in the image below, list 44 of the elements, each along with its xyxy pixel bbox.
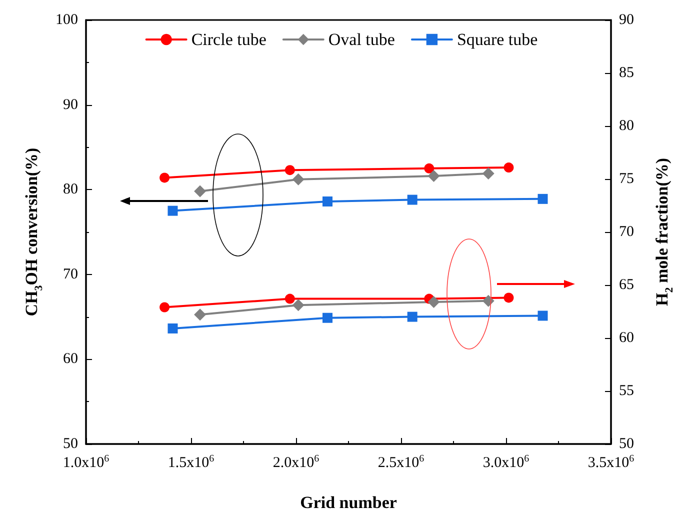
y-tick-label: 70 [63, 266, 78, 282]
point [194, 185, 206, 198]
y-tick-label: 80 [63, 182, 78, 198]
y-tick-label: 90 [63, 96, 78, 113]
y-tick-label: 100 [56, 12, 78, 28]
legend-label: Circle tube [191, 30, 266, 49]
y2-tick-label: 60 [619, 330, 634, 346]
point [194, 308, 206, 321]
point [160, 302, 170, 312]
legend-label: Oval tube [328, 30, 395, 49]
point [168, 206, 178, 216]
y2-axis-title: H2 mole fraction(%) [652, 158, 676, 306]
point [292, 173, 304, 186]
point [428, 296, 440, 308]
y-tick-label: 50 [63, 436, 78, 452]
point [504, 162, 514, 173]
point [424, 163, 434, 174]
point [504, 292, 514, 303]
y2-tick-label: 80 [619, 118, 634, 134]
y2-tick-label: 85 [619, 65, 634, 81]
y2-tick-label: 90 [619, 12, 634, 28]
y2-tick-label: 55 [619, 383, 634, 399]
point [284, 165, 295, 176]
point [538, 310, 548, 321]
point [407, 194, 418, 205]
point [407, 312, 418, 322]
point [292, 299, 304, 312]
point [160, 172, 170, 183]
point [284, 294, 295, 304]
x-axis-title: Grid number [300, 493, 398, 512]
y2-tick-label: 65 [619, 277, 634, 293]
point [482, 294, 494, 307]
y-axis-title: CH3OH conversion(%) [22, 148, 46, 316]
point [482, 167, 494, 180]
legend-label: Square tube [456, 30, 538, 49]
y2-tick-label: 75 [619, 171, 634, 187]
y2-tick-label: 70 [619, 224, 634, 240]
point [168, 323, 178, 334]
point [538, 194, 548, 204]
point [322, 312, 332, 323]
y-tick-label: 60 [63, 351, 78, 368]
point [322, 196, 332, 206]
point [428, 170, 440, 182]
y2-tick-label: 50 [619, 436, 634, 452]
